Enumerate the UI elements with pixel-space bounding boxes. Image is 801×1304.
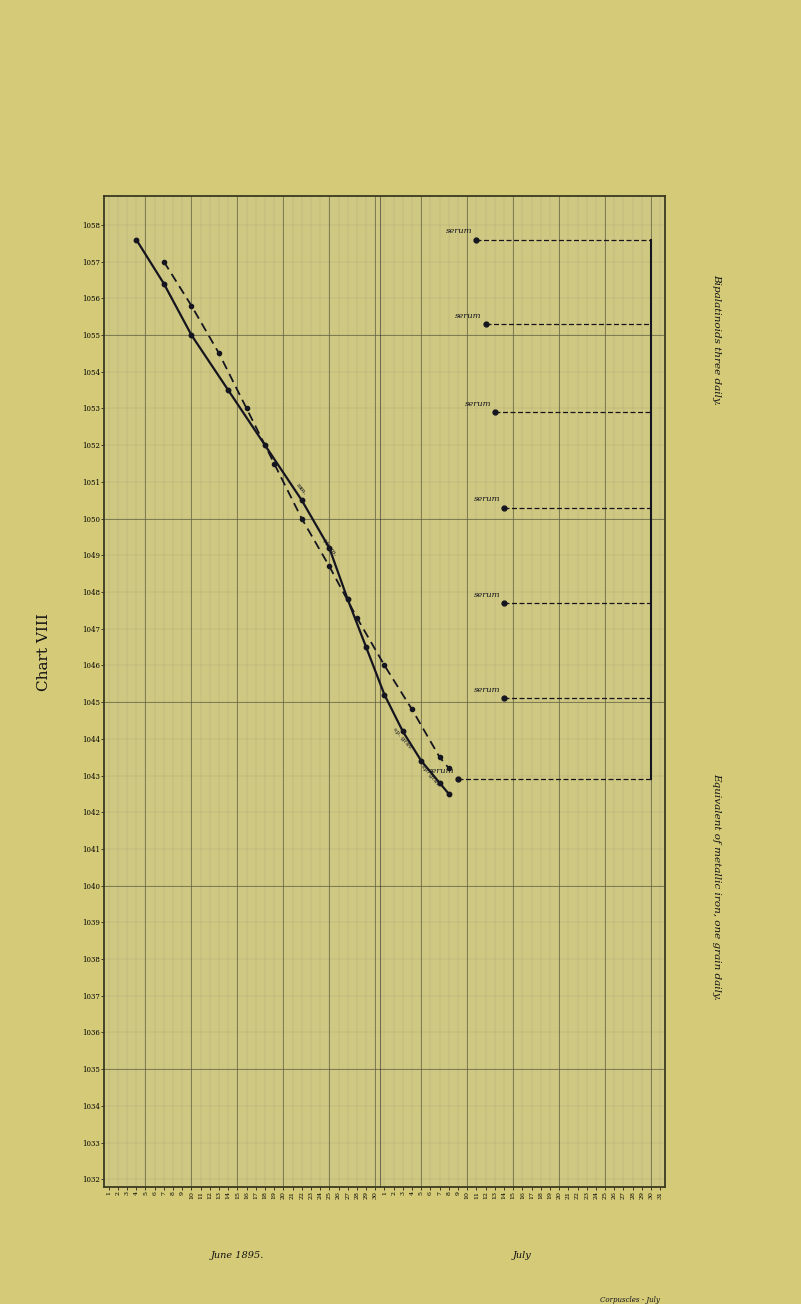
Text: Equivalent of metallic iron, one grain daily.: Equivalent of metallic iron, one grain d… (712, 773, 722, 1000)
Text: June 1895.: June 1895. (211, 1251, 264, 1260)
Text: mm.: mm. (296, 482, 308, 496)
Text: Corpuscles - July: Corpuscles - July (601, 1296, 660, 1304)
Text: Bipalatinoids three daily.: Bipalatinoids three daily. (712, 274, 722, 404)
Text: serum: serum (428, 767, 454, 775)
Text: Haem.: Haem. (321, 539, 338, 557)
Text: serum: serum (465, 400, 491, 408)
Text: serum: serum (473, 591, 501, 599)
Text: sp. grav.: sp. grav. (420, 764, 441, 788)
Text: serum: serum (455, 312, 482, 319)
Text: sp. grav.: sp. grav. (392, 728, 413, 751)
Text: serum: serum (473, 686, 501, 694)
Text: Chart VIII: Chart VIII (37, 613, 51, 691)
Text: July: July (513, 1251, 532, 1260)
Text: serum: serum (446, 227, 473, 235)
Text: serum: serum (473, 496, 501, 503)
